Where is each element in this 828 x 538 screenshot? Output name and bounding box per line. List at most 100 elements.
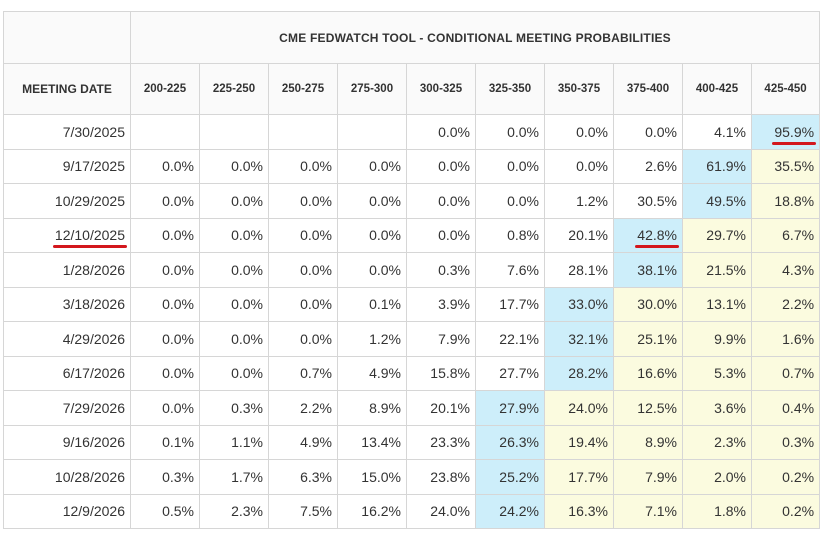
probability-cell: 0.0% xyxy=(406,148,476,184)
probability-cell: 7.9% xyxy=(406,321,476,357)
probability-cell: 3.9% xyxy=(406,286,476,322)
table-row: 4/29/2026 0.0% 0.0% 0.0% 1.2% 7.9% 22.1% 32.1% 2… xyxy=(3,321,821,357)
probability-cell: 25.1% xyxy=(613,321,683,357)
probability-cell: 7.1% xyxy=(613,493,683,529)
probability-cell: 0.4% xyxy=(750,390,821,426)
probability-cell: 0.0% xyxy=(130,355,200,391)
probability-cell: 4.9% xyxy=(268,424,338,460)
probability-cell: 0.0% xyxy=(199,286,269,322)
probability-cell: 0.0% xyxy=(130,217,200,253)
probability-cell: 0.0% xyxy=(406,114,476,150)
probability-cell: 5.3% xyxy=(682,355,752,391)
meeting-date-cell: 6/17/2026 xyxy=(3,355,131,391)
probability-cell: 0.0% xyxy=(199,321,269,357)
probability-cell: 33.0% xyxy=(544,286,614,322)
probability-cell: 0.0% xyxy=(544,114,614,150)
rate-range-header: 275-300 xyxy=(337,63,407,115)
title-row: CME FEDWATCH TOOL - CONDITIONAL MEETING … xyxy=(3,11,821,64)
probability-cell: 0.8% xyxy=(475,217,545,253)
probability-cell: 2.2% xyxy=(268,390,338,426)
header-row: MEETING DATE 200-225 225-250 250-275 275-30… xyxy=(3,63,821,115)
rate-range-header: 375-400 xyxy=(613,63,683,115)
probability-cell: 1.7% xyxy=(199,459,269,495)
probability-cell: 16.6% xyxy=(613,355,683,391)
probability-cell: 0.2% xyxy=(750,493,821,529)
probability-cell: 0.3% xyxy=(130,459,200,495)
rate-range-header: 200-225 xyxy=(130,63,200,115)
probability-cell: 0.0% xyxy=(130,390,200,426)
probability-cell: 0.0% xyxy=(199,183,269,219)
probability-cell: 6.7% xyxy=(750,217,821,253)
probability-cell: 0.0% xyxy=(337,148,407,184)
meeting-date-cell: 7/30/2025 xyxy=(3,114,131,150)
probability-cell: 0.0% xyxy=(199,355,269,391)
probability-cell: 25.2% xyxy=(475,459,545,495)
probability-cell: 0.0% xyxy=(475,114,545,150)
table-title: CME FEDWATCH TOOL - CONDITIONAL MEETING … xyxy=(129,11,821,64)
probability-cell: 13.1% xyxy=(682,286,752,322)
probability-cell: 1.2% xyxy=(544,183,614,219)
probability-cell: 0.0% xyxy=(199,217,269,253)
table-row: 12/9/2026 0.5% 2.3% 7.5% 16.2% 24.0% 24.2% 16.3… xyxy=(3,493,821,529)
probability-cell: 6.3% xyxy=(268,459,338,495)
probability-cell: 1.8% xyxy=(682,493,752,529)
probability-cell: 0.1% xyxy=(130,424,200,460)
meeting-date-cell: 10/28/2026 xyxy=(3,459,131,495)
probability-cell: 0.3% xyxy=(750,424,821,460)
table-row: 1/28/2026 0.0% 0.0% 0.0% 0.0% 0.3% 7.6% 28.1% 38… xyxy=(3,252,821,288)
probability-cell: 15.0% xyxy=(337,459,407,495)
probability-cell: 0.2% xyxy=(750,459,821,495)
meeting-date-cell: 3/18/2026 xyxy=(3,286,131,322)
probability-cell: 1.1% xyxy=(199,424,269,460)
probability-cell: 21.5% xyxy=(682,252,752,288)
probability-cell: 23.8% xyxy=(406,459,476,495)
probability-cell: 95.9% xyxy=(750,114,821,150)
probability-cell: 49.5% xyxy=(682,183,752,219)
probability-cell: 32.1% xyxy=(544,321,614,357)
probability-cell: 0.0% xyxy=(475,183,545,219)
probability-cell: 0.0% xyxy=(130,286,200,322)
probability-cell xyxy=(337,114,407,150)
probability-cell xyxy=(130,114,200,150)
probability-cell: 24.2% xyxy=(475,493,545,529)
probability-cell: 0.0% xyxy=(268,148,338,184)
probability-cell: 0.0% xyxy=(268,286,338,322)
probability-cell xyxy=(199,114,269,150)
table-row: 12/10/2025 0.0% 0.0% 0.0% 0.0% 0.0% 0.8% 20.1% 4… xyxy=(3,217,821,253)
probability-cell: 0.0% xyxy=(130,252,200,288)
probability-cell: 7.9% xyxy=(613,459,683,495)
meeting-date-cell: 4/29/2026 xyxy=(3,321,131,357)
probability-cell: 0.0% xyxy=(268,252,338,288)
meeting-date-cell: 9/17/2025 xyxy=(3,148,131,184)
probability-cell: 0.0% xyxy=(130,148,200,184)
probability-cell: 3.6% xyxy=(682,390,752,426)
rate-range-header: 250-275 xyxy=(268,63,338,115)
probability-cell: 20.1% xyxy=(544,217,614,253)
probability-cell: 20.1% xyxy=(406,390,476,426)
meeting-date-cell: 12/9/2026 xyxy=(3,493,131,529)
probability-cell: 42.8% xyxy=(613,217,683,253)
probability-cell: 0.0% xyxy=(337,217,407,253)
probability-cell: 4.3% xyxy=(750,252,821,288)
probability-cell: 0.0% xyxy=(268,183,338,219)
meeting-date-cell: 9/16/2026 xyxy=(3,424,131,460)
probability-cell: 27.9% xyxy=(475,390,545,426)
probability-cell: 0.0% xyxy=(199,148,269,184)
probability-cell: 27.7% xyxy=(475,355,545,391)
probability-cell: 17.7% xyxy=(544,459,614,495)
probability-cell: 0.0% xyxy=(337,252,407,288)
probability-cell: 2.6% xyxy=(613,148,683,184)
probability-cell: 1.6% xyxy=(750,321,821,357)
probability-cell: 8.9% xyxy=(613,424,683,460)
probability-cell: 16.3% xyxy=(544,493,614,529)
probability-cell: 0.0% xyxy=(613,114,683,150)
probability-cell: 8.9% xyxy=(337,390,407,426)
corner-cell xyxy=(3,11,131,64)
probability-cell: 23.3% xyxy=(406,424,476,460)
meeting-date-cell: 7/29/2026 xyxy=(3,390,131,426)
probability-cell: 0.0% xyxy=(130,183,200,219)
probability-cell: 0.7% xyxy=(268,355,338,391)
probability-cell: 28.1% xyxy=(544,252,614,288)
probability-cell: 1.2% xyxy=(337,321,407,357)
probability-cell: 0.1% xyxy=(337,286,407,322)
